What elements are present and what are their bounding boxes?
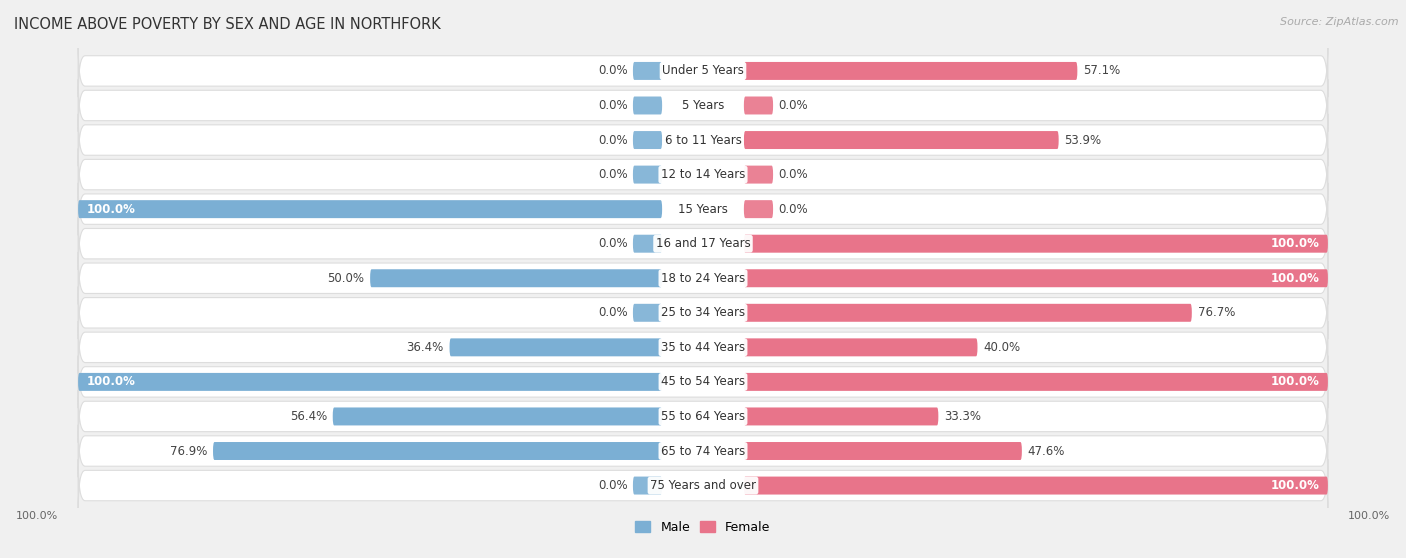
FancyBboxPatch shape: [79, 252, 1327, 305]
Text: 15 Years: 15 Years: [678, 203, 728, 215]
FancyBboxPatch shape: [633, 131, 662, 149]
Text: 100.0%: 100.0%: [1270, 376, 1319, 388]
Text: 25 to 34 Years: 25 to 34 Years: [661, 306, 745, 319]
Text: 18 to 24 Years: 18 to 24 Years: [661, 272, 745, 285]
FancyBboxPatch shape: [744, 131, 1059, 149]
Text: 50.0%: 50.0%: [328, 272, 364, 285]
FancyBboxPatch shape: [79, 287, 1327, 339]
Text: 100.0%: 100.0%: [87, 376, 136, 388]
Text: 100.0%: 100.0%: [1270, 237, 1319, 250]
FancyBboxPatch shape: [744, 442, 1022, 460]
Text: 53.9%: 53.9%: [1064, 133, 1102, 147]
FancyBboxPatch shape: [744, 407, 938, 425]
FancyBboxPatch shape: [79, 218, 1327, 270]
Text: Source: ZipAtlas.com: Source: ZipAtlas.com: [1281, 17, 1399, 27]
FancyBboxPatch shape: [744, 235, 1327, 253]
FancyBboxPatch shape: [79, 79, 1327, 132]
FancyBboxPatch shape: [450, 338, 662, 357]
FancyBboxPatch shape: [79, 200, 662, 218]
Text: 5 Years: 5 Years: [682, 99, 724, 112]
Text: 47.6%: 47.6%: [1028, 445, 1066, 458]
FancyBboxPatch shape: [79, 183, 1327, 235]
FancyBboxPatch shape: [744, 62, 1077, 80]
FancyBboxPatch shape: [744, 166, 773, 184]
FancyBboxPatch shape: [79, 425, 1327, 477]
Text: 57.1%: 57.1%: [1083, 64, 1121, 78]
FancyBboxPatch shape: [744, 373, 1327, 391]
FancyBboxPatch shape: [744, 97, 773, 114]
Text: 0.0%: 0.0%: [599, 306, 628, 319]
Text: 33.3%: 33.3%: [945, 410, 981, 423]
Text: 0.0%: 0.0%: [778, 203, 807, 215]
FancyBboxPatch shape: [79, 45, 1327, 97]
FancyBboxPatch shape: [79, 373, 662, 391]
Text: 76.9%: 76.9%: [170, 445, 207, 458]
FancyBboxPatch shape: [633, 235, 662, 253]
FancyBboxPatch shape: [744, 270, 1327, 287]
FancyBboxPatch shape: [633, 304, 662, 322]
Text: 55 to 64 Years: 55 to 64 Years: [661, 410, 745, 423]
Text: 0.0%: 0.0%: [599, 237, 628, 250]
Text: 35 to 44 Years: 35 to 44 Years: [661, 341, 745, 354]
Text: 56.4%: 56.4%: [290, 410, 328, 423]
Text: 0.0%: 0.0%: [599, 479, 628, 492]
Text: 0.0%: 0.0%: [599, 168, 628, 181]
FancyBboxPatch shape: [633, 62, 662, 80]
FancyBboxPatch shape: [79, 148, 1327, 201]
FancyBboxPatch shape: [79, 114, 1327, 166]
Text: 76.7%: 76.7%: [1198, 306, 1234, 319]
Text: 100.0%: 100.0%: [87, 203, 136, 215]
Text: 0.0%: 0.0%: [778, 168, 807, 181]
Text: 100.0%: 100.0%: [1270, 479, 1319, 492]
FancyBboxPatch shape: [633, 477, 662, 494]
Text: 36.4%: 36.4%: [406, 341, 444, 354]
FancyBboxPatch shape: [744, 200, 773, 218]
Text: 0.0%: 0.0%: [599, 133, 628, 147]
Legend: Male, Female: Male, Female: [636, 521, 770, 534]
Text: 45 to 54 Years: 45 to 54 Years: [661, 376, 745, 388]
FancyBboxPatch shape: [744, 477, 1327, 494]
FancyBboxPatch shape: [79, 355, 1327, 408]
FancyBboxPatch shape: [633, 166, 662, 184]
FancyBboxPatch shape: [214, 442, 662, 460]
FancyBboxPatch shape: [744, 338, 977, 357]
Text: 0.0%: 0.0%: [599, 64, 628, 78]
Text: 75 Years and over: 75 Years and over: [650, 479, 756, 492]
FancyBboxPatch shape: [79, 390, 1327, 442]
Text: 16 and 17 Years: 16 and 17 Years: [655, 237, 751, 250]
Text: 40.0%: 40.0%: [983, 341, 1021, 354]
FancyBboxPatch shape: [333, 407, 662, 425]
FancyBboxPatch shape: [744, 304, 1192, 322]
Text: 0.0%: 0.0%: [778, 99, 807, 112]
FancyBboxPatch shape: [79, 459, 1327, 512]
FancyBboxPatch shape: [370, 270, 662, 287]
Text: Under 5 Years: Under 5 Years: [662, 64, 744, 78]
Text: 6 to 11 Years: 6 to 11 Years: [665, 133, 741, 147]
Text: 100.0%: 100.0%: [1270, 272, 1319, 285]
Text: INCOME ABOVE POVERTY BY SEX AND AGE IN NORTHFORK: INCOME ABOVE POVERTY BY SEX AND AGE IN N…: [14, 17, 441, 32]
Text: 12 to 14 Years: 12 to 14 Years: [661, 168, 745, 181]
FancyBboxPatch shape: [633, 97, 662, 114]
Text: 65 to 74 Years: 65 to 74 Years: [661, 445, 745, 458]
FancyBboxPatch shape: [79, 321, 1327, 374]
Text: 0.0%: 0.0%: [599, 99, 628, 112]
